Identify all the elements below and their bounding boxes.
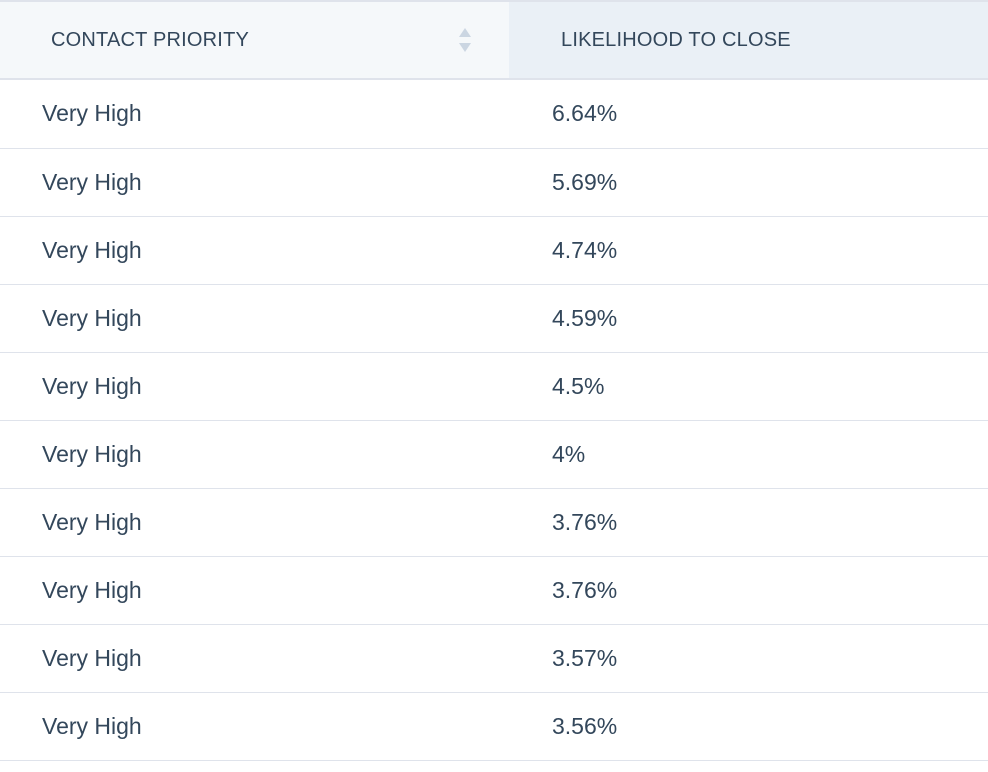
sort-up-down-icon[interactable] <box>458 27 472 53</box>
column-header-contact-priority[interactable]: CONTACT PRIORITY <box>0 0 509 80</box>
cell-contact-priority: Very High <box>0 148 509 217</box>
table-row: Very High 6.64% <box>0 79 988 149</box>
table-row: Very High 4.5% <box>0 352 988 421</box>
cell-likelihood-to-close: 4% <box>509 420 988 489</box>
table-row: Very High 4% <box>0 420 988 489</box>
cell-likelihood-to-close: 4.74% <box>509 216 988 285</box>
table-body: Very High 6.64% Very High 5.69% Very Hig… <box>0 79 988 761</box>
cell-contact-priority: Very High <box>0 556 509 625</box>
header-row: CONTACT PRIORITY LIKELIHOOD TO CLOSE <box>0 0 988 80</box>
column-header-label: CONTACT PRIORITY <box>51 28 250 51</box>
cell-contact-priority: Very High <box>0 352 509 421</box>
cell-contact-priority: Very High <box>0 692 509 761</box>
cell-likelihood-to-close: 6.64% <box>509 79 988 149</box>
table-row: Very High 4.74% <box>0 216 988 285</box>
cell-contact-priority: Very High <box>0 79 509 149</box>
cell-likelihood-to-close: 3.76% <box>509 488 988 557</box>
table-row: Very High 3.76% <box>0 488 988 557</box>
table-row: Very High 3.76% <box>0 556 988 625</box>
cell-likelihood-to-close: 4.5% <box>509 352 988 421</box>
cell-likelihood-to-close: 4.59% <box>509 284 988 353</box>
cell-contact-priority: Very High <box>0 488 509 557</box>
table-row: Very High 5.69% <box>0 148 988 217</box>
column-header-likelihood-to-close[interactable]: LIKELIHOOD TO CLOSE <box>509 0 988 80</box>
table-row: Very High 3.57% <box>0 624 988 693</box>
table-header: CONTACT PRIORITY LIKELIHOOD TO CLOSE <box>0 0 988 80</box>
cell-likelihood-to-close: 3.57% <box>509 624 988 693</box>
table-row: Very High 4.59% <box>0 284 988 353</box>
cell-contact-priority: Very High <box>0 624 509 693</box>
cell-likelihood-to-close: 5.69% <box>509 148 988 217</box>
cell-likelihood-to-close: 3.56% <box>509 692 988 761</box>
table-row: Very High 3.56% <box>0 692 988 761</box>
cell-likelihood-to-close: 3.76% <box>509 556 988 625</box>
cell-contact-priority: Very High <box>0 284 509 353</box>
column-header-label: LIKELIHOOD TO CLOSE <box>561 28 791 51</box>
cell-contact-priority: Very High <box>0 420 509 489</box>
cell-contact-priority: Very High <box>0 216 509 285</box>
